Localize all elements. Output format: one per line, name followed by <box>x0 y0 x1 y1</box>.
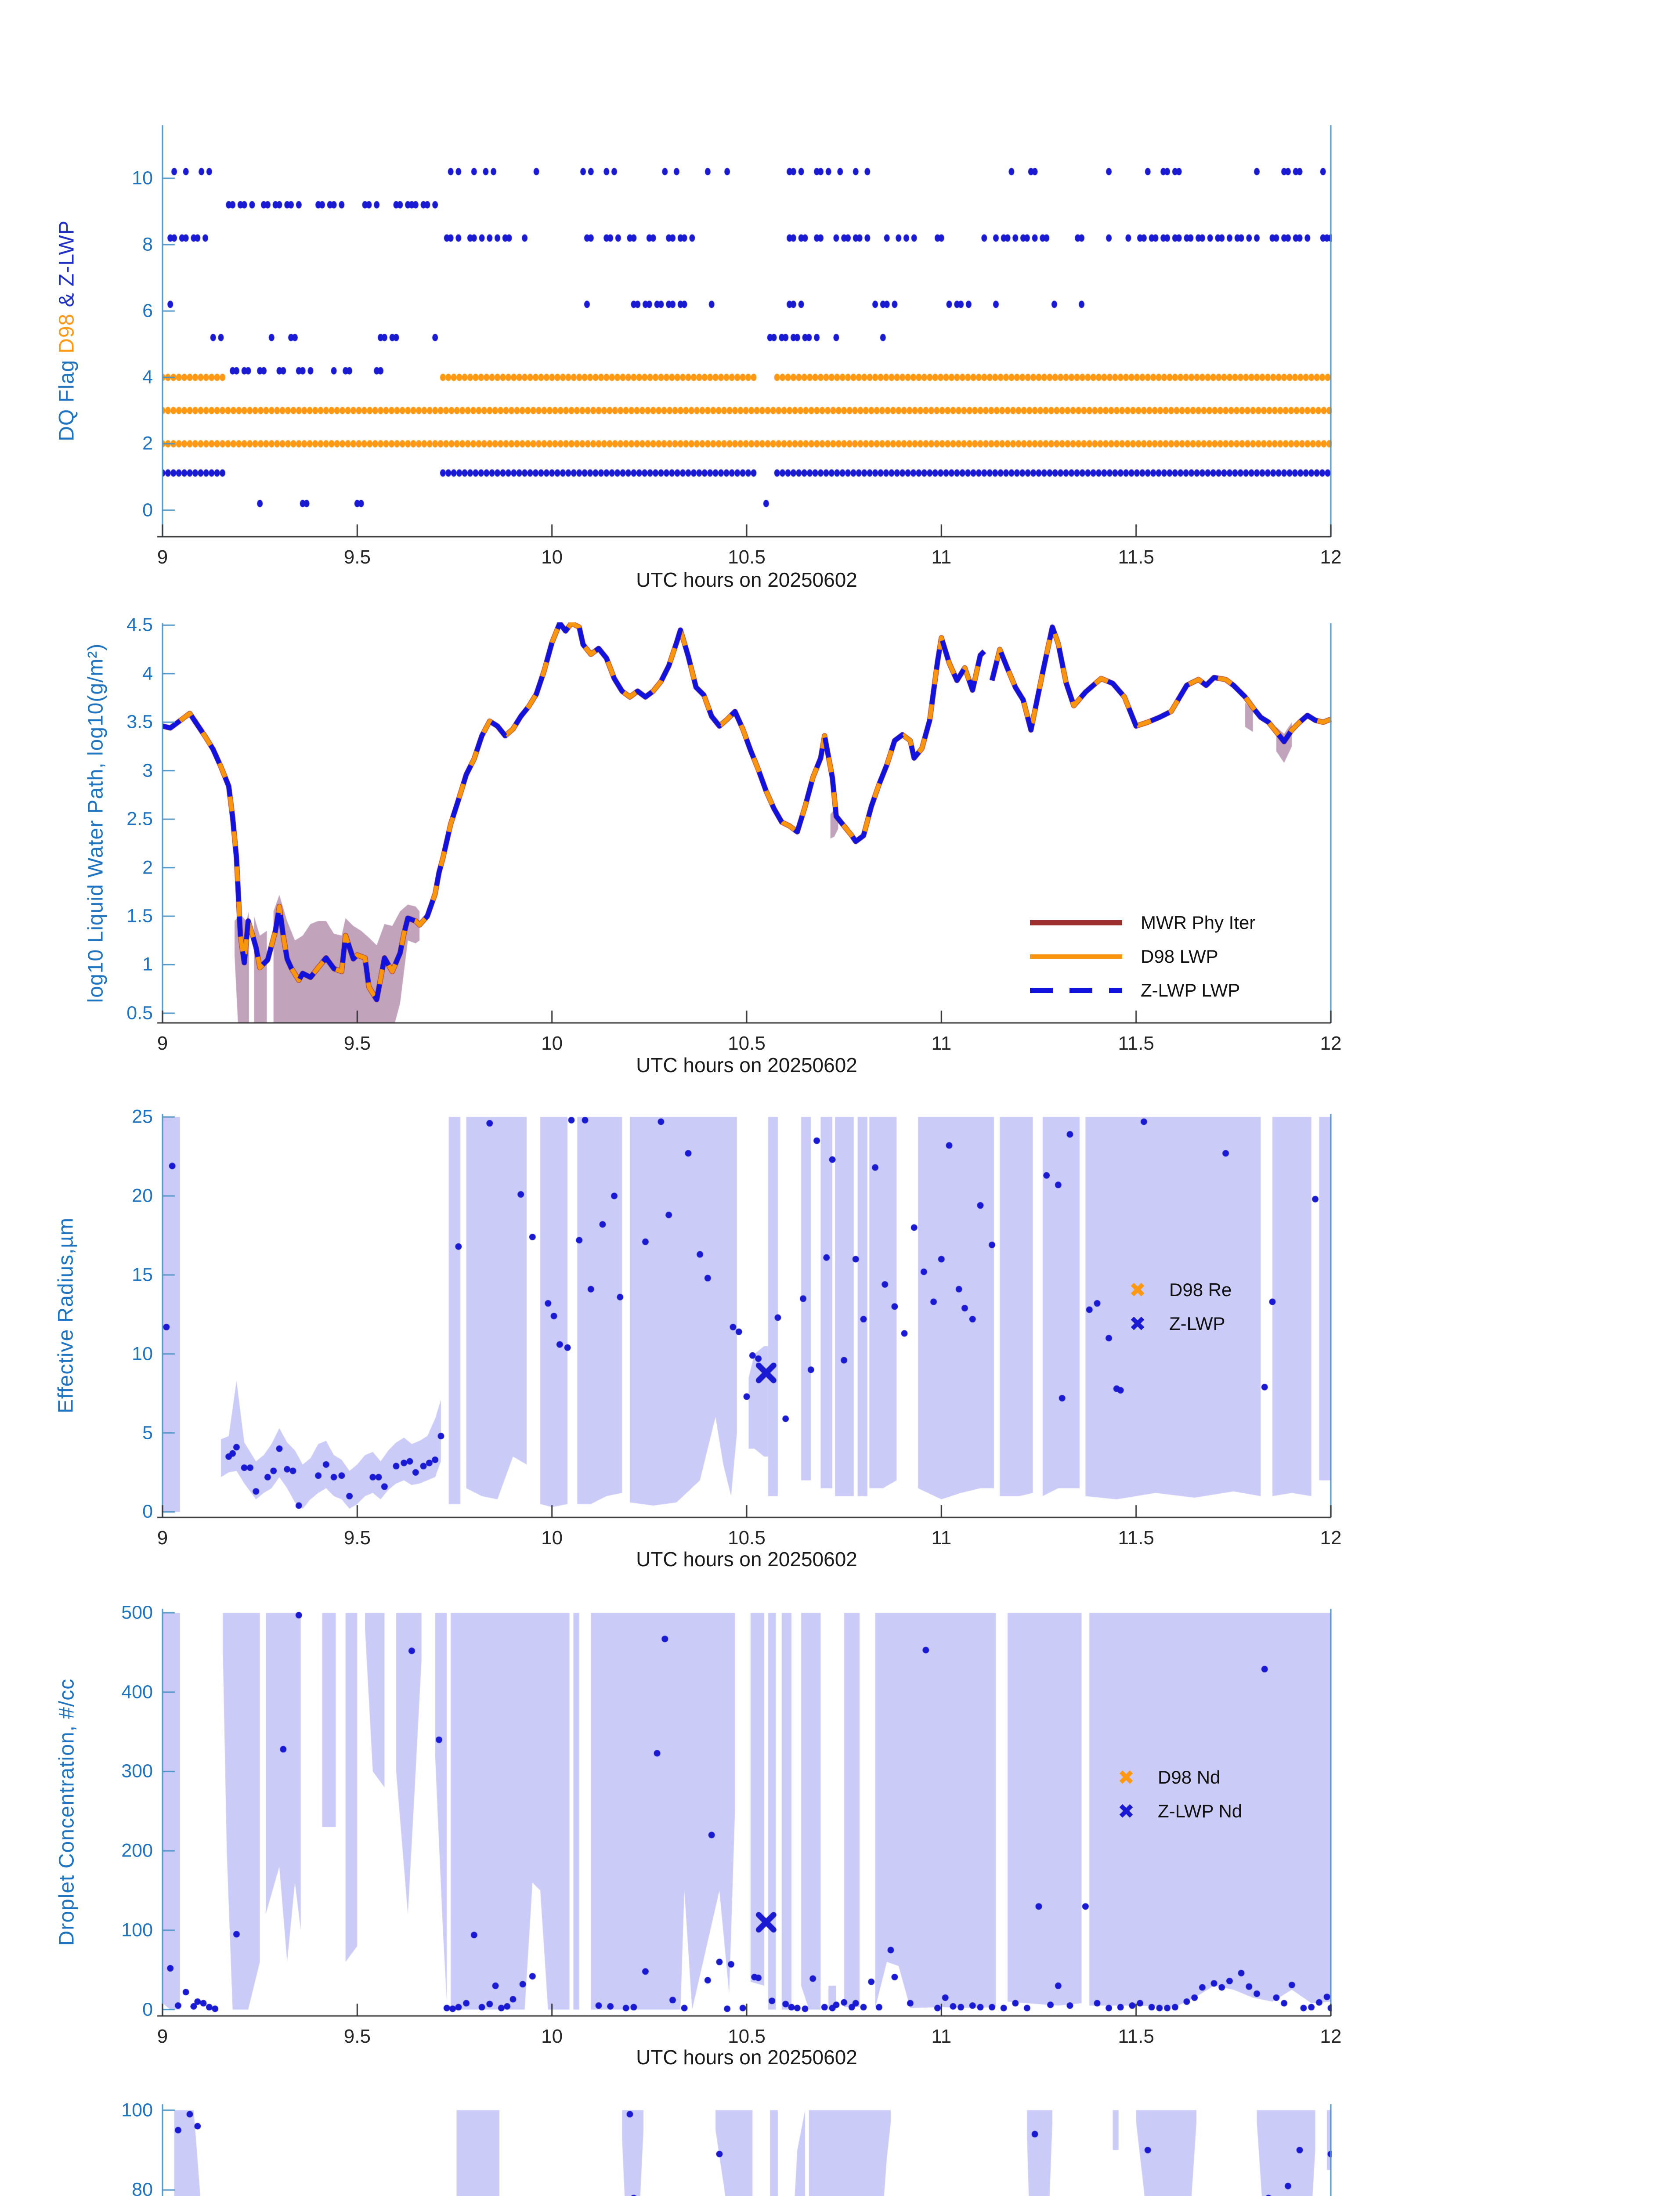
y-tick-label: 100 <box>121 1919 153 1941</box>
y-tick-label: 300 <box>121 1760 153 1782</box>
x-tick-label: 11 <box>931 546 952 568</box>
y-tick-label: 3.5 <box>126 711 153 733</box>
x-tick-label: 9.5 <box>343 546 371 568</box>
xlabel-dq-flag: UTC hours on 20250602 <box>636 568 857 591</box>
y-tick-label: 6 <box>142 300 153 321</box>
zlwp-dashed-line-swatch-icon <box>1030 987 1122 993</box>
y-tick-label: 1 <box>142 954 153 975</box>
y-tick-label: 5 <box>142 1422 153 1444</box>
xlabel-lwp: UTC hours on 20250602 <box>636 1054 857 1076</box>
legend-item-d98-re: ✖ D98 Re <box>1124 1273 1232 1307</box>
ylabel-lwp: log10 Liquid Water Path, log10(g/m²) <box>84 643 108 1003</box>
x-tick-label: 10.5 <box>728 546 766 568</box>
x-tick-label: 11 <box>931 1033 952 1054</box>
x-tick-label: 10.5 <box>728 1033 766 1054</box>
legend-item-d98-lwp: D98 LWP <box>1030 939 1255 973</box>
x-tick-label: 10 <box>541 1527 563 1549</box>
x-tick-label: 9.5 <box>343 1527 371 1549</box>
x-tick-label: 9 <box>157 1033 168 1054</box>
ylabel-dq-flag-part-1: D98 <box>55 313 79 354</box>
legend-lwp: MWR Phy Iter D98 LWP Z-LWP LWP <box>1030 906 1255 1007</box>
y-tick-label: 15 <box>132 1264 153 1286</box>
legend-effective-radius: ✖ D98 Re ✖ Z-LWP <box>1124 1273 1232 1340</box>
x-tick-label: 11.5 <box>1118 1527 1154 1549</box>
x-tick-label: 11 <box>931 2026 952 2047</box>
x-tick-label: 10.5 <box>728 1527 766 1549</box>
legend-label: D98 Re <box>1169 1279 1232 1300</box>
legend-item-mwr: MWR Phy Iter <box>1030 906 1255 939</box>
d98-x-marker-icon: ✖ <box>1129 1278 1146 1301</box>
y-tick-label: 4.5 <box>126 614 153 636</box>
x-tick-label: 12 <box>1320 1527 1342 1549</box>
legend-item-zlwp-lwp: Z-LWP LWP <box>1030 973 1255 1007</box>
y-tick-label: 500 <box>121 1602 153 1623</box>
y-tick-label: 25 <box>132 1106 153 1127</box>
legend-label: Z-LWP LWP <box>1141 979 1240 1000</box>
ylabel-dq-flag-part-3: Z-LWP <box>55 220 79 286</box>
ylabel-dq-flag-part-0: DQ Flag <box>55 353 79 441</box>
x-tick-label: 12 <box>1320 546 1342 568</box>
y-tick-label: 2 <box>142 433 153 454</box>
ylabel-droplet-concentration: Droplet Concentration, #/cc <box>55 1678 79 1946</box>
x-tick-label: 10 <box>541 546 563 568</box>
xlabel-droplet-concentration: UTC hours on 20250602 <box>636 2046 857 2069</box>
zlwp-x-marker-icon: ✖ <box>1129 1312 1146 1335</box>
x-tick-label: 11.5 <box>1118 1033 1154 1054</box>
legend-item-d98-nd: ✖ D98 Nd <box>1113 1760 1242 1794</box>
legend-label: Z-LWP <box>1169 1313 1225 1334</box>
y-tick-label: 0 <box>142 1501 153 1522</box>
y-tick-label: 0.5 <box>126 1002 153 1024</box>
x-tick-label: 9 <box>157 2026 168 2047</box>
legend-label: Z-LWP Nd <box>1158 1800 1243 1821</box>
y-tick-label: 4 <box>142 366 153 388</box>
legend-label: D98 LWP <box>1141 946 1218 967</box>
legend-droplet-concentration: ✖ D98 Nd Z-LWP Nd ✖ Z-LWP Nd <box>1113 1760 1242 1828</box>
x-tick-label: 9.5 <box>343 2026 371 2047</box>
y-tick-label: 0 <box>142 499 153 521</box>
mwr-line-swatch-icon <box>1030 920 1122 925</box>
y-tick-label: 100 <box>121 2099 153 2121</box>
x-tick-label: 12 <box>1320 1033 1342 1054</box>
x-tick-label: 10 <box>541 1033 563 1054</box>
y-tick-label: 20 <box>132 1185 153 1206</box>
ylabel-effective-radius: Effective Radius,µm <box>54 1217 78 1413</box>
ylabel-dq-flag-part-2: & <box>55 286 79 314</box>
y-tick-label: 80 <box>132 2179 153 2196</box>
legend-label: MWR Phy Iter <box>1141 912 1256 933</box>
x-tick-label: 11.5 <box>1118 546 1154 568</box>
y-tick-label: 0 <box>142 1999 153 2020</box>
y-tick-label: 400 <box>121 1681 153 1703</box>
y-tick-label: 10 <box>132 1343 153 1365</box>
d98-x-marker-icon: ✖ <box>1117 1766 1135 1789</box>
legend-label: D98 Nd <box>1158 1766 1221 1788</box>
y-tick-label: 200 <box>121 1840 153 1861</box>
x-tick-label: 9 <box>157 1527 168 1549</box>
x-tick-label: 9.5 <box>343 1033 371 1054</box>
legend-item-zlwp-re: ✖ Z-LWP <box>1124 1307 1232 1340</box>
y-tick-label: 10 <box>132 167 153 189</box>
x-tick-label: 12 <box>1320 2026 1342 2047</box>
xlabel-effective-radius: UTC hours on 20250602 <box>636 1548 857 1571</box>
x-tick-label: 11.5 <box>1118 2026 1154 2047</box>
legend-item-zlwp-nd: Z-LWP Nd ✖ Z-LWP Nd <box>1113 1794 1242 1828</box>
d98-line-swatch-icon <box>1030 954 1122 959</box>
x-tick-label: 10 <box>541 2026 563 2047</box>
y-tick-label: 4 <box>142 663 153 684</box>
x-tick-label: 9 <box>157 546 168 568</box>
y-tick-label: 1.5 <box>126 905 153 927</box>
ylabel-dq-flag: DQ Flag D98 & Z-LWP <box>55 220 79 441</box>
y-tick-label: 8 <box>142 234 153 255</box>
x-tick-label: 10.5 <box>728 2026 766 2047</box>
y-tick-label: 2 <box>142 857 153 878</box>
y-tick-label: 3 <box>142 760 153 781</box>
x-tick-label: 11 <box>931 1527 952 1549</box>
zlwp-x-marker-icon: ✖ <box>1117 1799 1135 1823</box>
y-tick-label: 2.5 <box>126 808 153 830</box>
